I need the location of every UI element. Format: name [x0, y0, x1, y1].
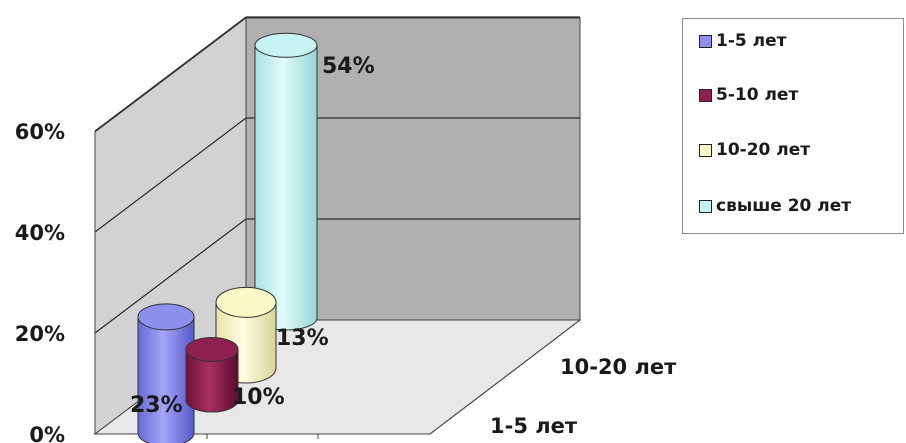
gridline-side [94, 16, 247, 132]
data-label: 23% [130, 393, 183, 418]
y-tick-label: 40% [15, 221, 65, 245]
legend-label: свыше 20 лет [716, 196, 852, 216]
legend-swatch [699, 34, 712, 48]
y-tick-label: 0% [29, 423, 65, 443]
bar-top [254, 32, 318, 58]
bar-5-10 лет [185, 337, 239, 413]
legend-item: свыше 20 лет [699, 196, 851, 216]
data-label: 54% [322, 54, 375, 79]
legend-item: 10-20 лет [699, 140, 810, 160]
depth-axis-line [429, 319, 581, 435]
legend-swatch [699, 143, 712, 157]
bar-body [137, 316, 195, 443]
bar-свыше 20 лет [254, 32, 318, 331]
bar-body [185, 349, 239, 413]
gridline-side [94, 117, 247, 233]
depth-category-label: 1-5 лет [490, 414, 578, 438]
data-label: 10% [232, 385, 285, 410]
legend-swatch [699, 88, 712, 102]
bar-top [215, 286, 277, 318]
data-labels: 23% 10% 13% 54% [130, 54, 375, 418]
legend-label: 5-10 лет [716, 85, 799, 105]
bar-top [137, 303, 195, 331]
legend-item: 5-10 лет [699, 85, 798, 105]
data-label: 13% [276, 326, 329, 351]
bar-top [185, 337, 239, 362]
bar-body [254, 44, 318, 331]
legend-label: 1-5 лет [716, 31, 787, 51]
bars [137, 32, 318, 443]
legend-label: 10-20 лет [716, 140, 811, 160]
legend: 1-5 лет 5-10 лет 10-20 лет свыше 20 лет [682, 18, 904, 234]
y-axis: 0% 20% 40% 60% [15, 120, 430, 443]
legend-swatch [699, 199, 712, 213]
depth-category-label: 10-20 лет [560, 355, 677, 379]
gridline-side [94, 218, 247, 334]
y-tick-label: 20% [15, 322, 65, 346]
legend-item: 1-5 лет [699, 31, 786, 51]
bar-1-5 лет [137, 303, 195, 443]
y-tick-label: 60% [15, 120, 65, 144]
depth-axis: 1-5 лет 10-20 лет [429, 319, 677, 438]
